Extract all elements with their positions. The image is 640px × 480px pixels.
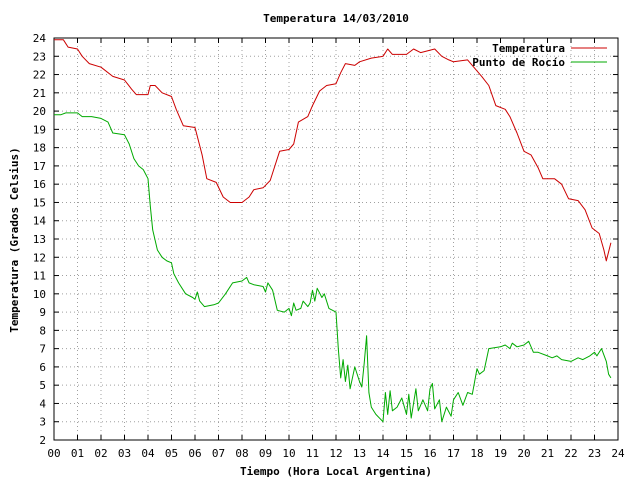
temperatura-line	[54, 39, 612, 262]
x-tick-label: 20	[517, 447, 530, 460]
x-tick-label: 13	[353, 447, 366, 460]
x-tick-label: 17	[447, 447, 460, 460]
y-tick-label: 15	[33, 196, 46, 209]
y-tick-label: 2	[39, 434, 46, 447]
y-tick-label: 18	[33, 142, 46, 155]
x-tick-label: 15	[400, 447, 413, 460]
y-tick-label: 3	[39, 416, 46, 429]
y-tick-label: 20	[33, 105, 46, 118]
y-tick-label: 9	[39, 306, 46, 319]
y-tick-label: 7	[39, 343, 46, 356]
x-tick-label: 12	[329, 447, 342, 460]
x-tick-label: 22	[564, 447, 577, 460]
y-tick-label: 22	[33, 69, 46, 82]
punto-de-rocio-line	[54, 112, 612, 423]
x-tick-label: 06	[188, 447, 201, 460]
tick-layer: 2345678910111213141516171819202122232400…	[33, 32, 625, 460]
series-layer	[54, 39, 612, 423]
x-tick-label: 11	[306, 447, 319, 460]
x-tick-label: 18	[470, 447, 483, 460]
y-tick-label: 24	[33, 32, 47, 45]
legend-label-punto-de-rocio: Punto de Rocío	[472, 56, 565, 69]
y-tick-label: 16	[33, 178, 46, 191]
x-tick-label: 16	[423, 447, 436, 460]
x-tick-label: 24	[611, 447, 625, 460]
y-tick-label: 12	[33, 251, 46, 264]
y-tick-label: 4	[39, 397, 46, 410]
x-tick-label: 21	[541, 447, 554, 460]
y-tick-label: 14	[33, 215, 47, 228]
x-axis-label: Tiempo (Hora Local Argentina)	[240, 465, 432, 478]
x-tick-label: 00	[47, 447, 60, 460]
x-tick-label: 08	[235, 447, 248, 460]
x-tick-label: 05	[165, 447, 178, 460]
y-tick-label: 11	[33, 270, 46, 283]
y-tick-label: 6	[39, 361, 46, 374]
y-tick-label: 23	[33, 50, 46, 63]
legend-label-temperatura: Temperatura	[492, 42, 565, 55]
y-tick-label: 21	[33, 87, 46, 100]
y-axis-label: Temperatura (Grados Celsius)	[8, 147, 21, 332]
x-tick-label: 23	[588, 447, 601, 460]
y-tick-label: 13	[33, 233, 46, 246]
grid-layer	[54, 38, 618, 440]
x-tick-label: 01	[71, 447, 84, 460]
x-tick-label: 09	[259, 447, 272, 460]
x-tick-label: 04	[141, 447, 155, 460]
y-tick-label: 8	[39, 324, 46, 337]
y-tick-label: 17	[33, 160, 46, 173]
x-tick-label: 02	[94, 447, 107, 460]
legend: Temperatura Punto de Rocío	[472, 42, 607, 69]
y-tick-label: 5	[39, 379, 46, 392]
x-tick-label: 10	[282, 447, 295, 460]
y-tick-label: 19	[33, 123, 46, 136]
x-tick-label: 03	[118, 447, 131, 460]
x-tick-label: 19	[494, 447, 507, 460]
y-tick-label: 10	[33, 288, 46, 301]
x-tick-label: 07	[212, 447, 225, 460]
chart-title: Temperatura 14/03/2010	[263, 12, 409, 25]
x-tick-label: 14	[376, 447, 390, 460]
